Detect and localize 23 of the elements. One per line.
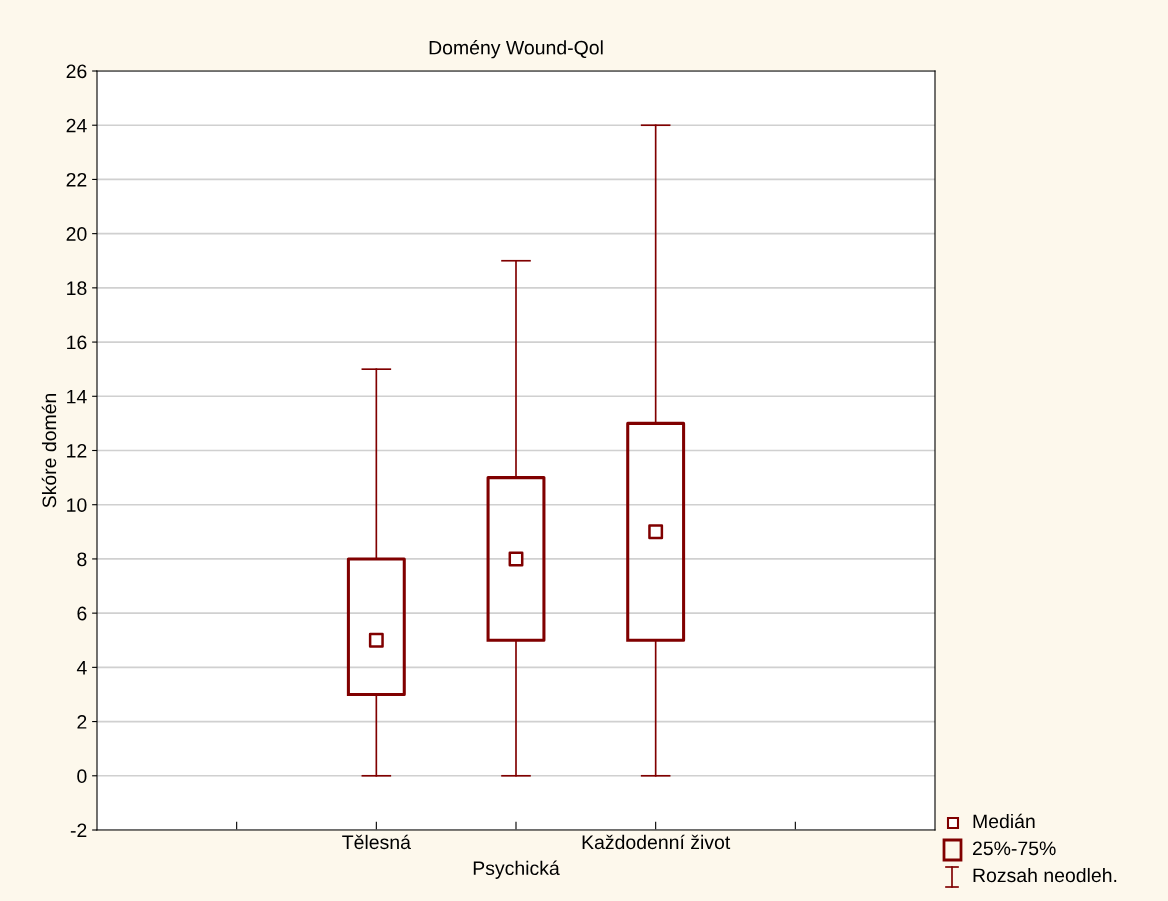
y-tick-label: 10 [67, 498, 87, 512]
x-tick-label: Každodenní život [582, 834, 731, 850]
y-tick-label: 20 [66, 227, 87, 241]
x-tick-label: Tělesná [342, 834, 411, 850]
y-tick-label: 6 [77, 606, 87, 621]
y-tick-label: 26 [66, 64, 87, 79]
y-tick-label: 24 [66, 118, 87, 133]
chart-title: Domény Wound-Qol [429, 40, 603, 59]
y-tick-label: 8 [77, 552, 87, 567]
y-tick-label: 2 [77, 715, 87, 729]
y-axis-title: Skóre domén [41, 393, 57, 508]
y-tick-label: 4 [76, 661, 87, 675]
y-tick-label: 22 [66, 172, 87, 187]
y-tick-label: 18 [67, 281, 87, 296]
y-tick-label: 12 [67, 443, 87, 458]
x-tick-label: Psychická [473, 860, 560, 879]
y-tick-label: 14 [67, 389, 87, 404]
y-tick-label: 0 [77, 769, 87, 784]
text: Rozsah neodleh. [973, 867, 1117, 883]
y-tick-label: 16 [67, 335, 87, 350]
text: 25%-75% [972, 841, 1056, 856]
y-tick-label: -2 [70, 823, 87, 838]
text: Medián [973, 813, 1035, 829]
